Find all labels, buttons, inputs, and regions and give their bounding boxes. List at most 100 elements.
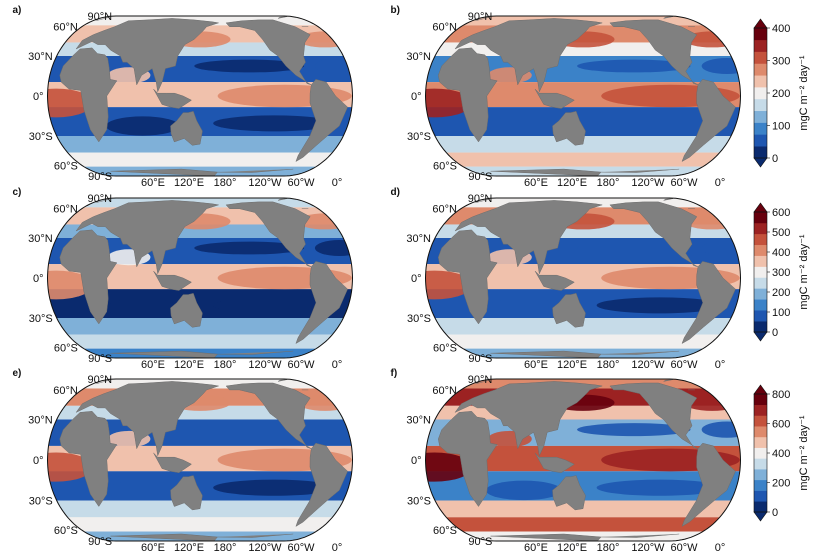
colorbar-swatch xyxy=(754,134,767,147)
land-antarctica xyxy=(490,350,680,358)
colorbar-2: 600 500 400 300 200 100 0 mgC m⁻² day⁻¹ xyxy=(753,202,810,342)
lat-tick-label: 30°S xyxy=(407,313,431,325)
colorbar-tick-label: 200 xyxy=(772,478,790,490)
lon-tick-label: 60°W xyxy=(287,542,315,554)
lon-tick-label: 180° xyxy=(214,542,237,554)
ocean-field xyxy=(425,198,741,358)
lat-tick-label: 60°N xyxy=(432,22,457,34)
lat-tick-label: 60°S xyxy=(54,342,78,354)
panel-label: a) xyxy=(13,5,22,16)
lat-tick-label: 60°S xyxy=(433,342,457,354)
panel-label: e) xyxy=(13,368,22,379)
productivity-band xyxy=(425,152,741,167)
lat-tick-label: 30°N xyxy=(406,233,431,245)
map-panel-a: a) 90°N 60°N 30°N 0° 30°S 60°S 90°S 60°E 120°E 180… xyxy=(13,5,354,189)
ocean-field xyxy=(47,379,353,541)
lat-tick-label: 60°N xyxy=(53,385,78,397)
productivity-patch xyxy=(314,240,353,257)
lon-tick-label: 120°E xyxy=(174,542,204,554)
land-americas xyxy=(609,19,736,163)
ocean-field xyxy=(47,16,353,176)
colorbar-swatch xyxy=(754,39,767,52)
lon-tick-label: 180° xyxy=(597,542,620,554)
panel-label: d) xyxy=(391,187,400,198)
colorbar-swatch xyxy=(754,146,767,159)
colorbar-swatch xyxy=(754,98,767,112)
colorbar-unit-label: mgC m⁻² day⁻¹ xyxy=(798,415,810,491)
lat-tick-label: 90°N xyxy=(468,374,493,386)
map-outline xyxy=(46,197,354,359)
productivity-patch xyxy=(485,116,562,136)
colorbar-tick-label: 600 xyxy=(772,207,790,219)
lon-tick-label: 60°W xyxy=(670,542,698,554)
land-australia xyxy=(170,111,203,146)
land-greenland xyxy=(95,16,309,27)
colorbar-swatch xyxy=(754,51,767,64)
colorbar-tick-label: 300 xyxy=(772,56,790,68)
lat-tick-label: 60°S xyxy=(433,525,457,537)
panel-label: f) xyxy=(391,368,398,379)
colorbar-min-arrow xyxy=(753,331,768,342)
productivity-patch xyxy=(194,423,305,437)
productivity-band xyxy=(47,152,353,167)
colorbar-3: 800 600 400 200 0 mgC m⁻² day⁻¹ xyxy=(753,384,810,522)
lat-tick-label: 60°S xyxy=(54,525,78,537)
colorbar-swatch xyxy=(754,122,767,135)
land-africa_eurasia xyxy=(59,47,118,143)
lat-tick-label: 60°S xyxy=(433,160,457,172)
colorbar-swatch xyxy=(754,277,767,289)
colorbar-unit-label: mgC m⁻² day⁻¹ xyxy=(798,234,810,310)
map-outline xyxy=(424,197,742,359)
colorbar-tick-label: 300 xyxy=(772,267,790,279)
land-eurasia xyxy=(454,18,603,93)
lat-tick-label: 90°S xyxy=(468,353,492,365)
land-americas xyxy=(225,19,348,163)
colorbar-tick-label: 400 xyxy=(772,448,790,460)
colorbar-swatch xyxy=(754,288,767,300)
productivity-patch xyxy=(213,479,336,496)
productivity-patch xyxy=(106,480,180,501)
land-americas xyxy=(609,382,736,527)
lon-tick-label: 120°W xyxy=(248,542,282,554)
productivity-patch xyxy=(213,115,336,132)
land-indonesia xyxy=(153,270,192,291)
lon-tick-label: 60°E xyxy=(141,359,165,371)
lon-tick-label: 60°E xyxy=(141,177,165,189)
lon-tick-label: 60°W xyxy=(670,177,698,189)
colorbar-swatch xyxy=(754,255,767,267)
colorbar-tick-label: 800 xyxy=(772,389,790,401)
land-australia xyxy=(552,475,586,511)
productivity-patch xyxy=(596,297,723,314)
lon-tick-label: 180° xyxy=(597,359,620,371)
productivity-patch xyxy=(47,452,93,482)
lat-tick-label: 30°S xyxy=(407,496,431,508)
land-indonesia xyxy=(153,88,192,109)
colorbar-swatch xyxy=(754,75,767,88)
colorbar-tick-label: 0 xyxy=(772,507,778,519)
map-outline xyxy=(46,15,354,177)
land-antarctica xyxy=(110,350,294,358)
colorbar-swatch xyxy=(754,321,767,333)
productivity-patch xyxy=(47,88,93,118)
colorbar-tick-label: 100 xyxy=(772,121,790,133)
lat-tick-label: 0° xyxy=(33,91,44,103)
productivity-patch xyxy=(485,480,562,501)
land-antarctica xyxy=(490,533,680,541)
land-africa_eurasia xyxy=(438,411,498,507)
land-africa_eurasia xyxy=(438,229,498,325)
land-americas xyxy=(225,382,348,527)
productivity-patch xyxy=(577,241,691,255)
land-indonesia xyxy=(534,88,575,109)
lon-tick-label: 120°W xyxy=(631,177,665,189)
productivity-patch xyxy=(194,241,305,255)
colorbar-swatch xyxy=(754,266,767,278)
productivity-patch xyxy=(213,297,336,314)
productivity-patch xyxy=(194,59,305,73)
lat-tick-label: 60°S xyxy=(54,160,78,172)
map-panel-f: f) 90°N 60°N 30°N 0° 30°S 60°S 90°S 60°E 120°E 180… xyxy=(391,368,742,554)
colorbars: 400 300 200 100 0 mgC m⁻² day⁻¹ 600 500 400 300 20… xyxy=(753,18,810,522)
colorbar-tick-label: 500 xyxy=(772,227,790,239)
land-eurasia xyxy=(75,200,219,275)
colorbar-min-arrow xyxy=(753,511,768,522)
lat-tick-label: 30°S xyxy=(29,131,53,143)
